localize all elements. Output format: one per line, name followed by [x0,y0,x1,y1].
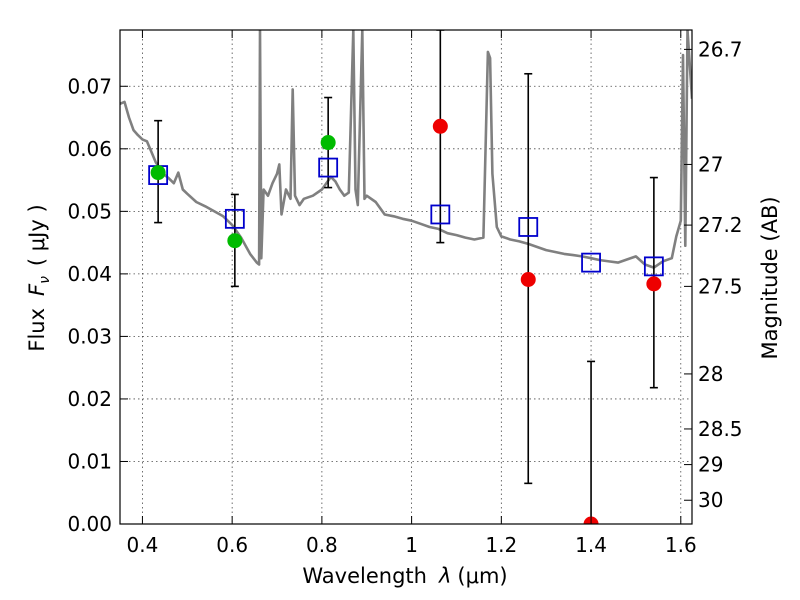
y2-tick-label: 28.5 [698,417,743,441]
y-tick-label: 0.07 [67,74,112,98]
y-tick-label: 0.06 [67,137,112,161]
y-tick-label: 0.03 [67,324,112,348]
x-tick-label: 1 [405,533,418,557]
model_photometry-marker [518,217,539,237]
y2-tick-label: 28 [698,362,723,386]
non_detections-marker [646,276,662,292]
grid [120,30,692,524]
x-tick-label: 1.2 [485,533,517,557]
x-tick-label: 0.4 [127,533,159,557]
axes: 0.4 0.6 0.8 1 1.2 1.4 1.6 0.00 0.01 0.02 0.03 0.04 0… [67,29,743,557]
x-axis-title: Wavelength λ (μm) [302,564,507,588]
template-spectrum-line [120,30,692,269]
y-tick-label: 0.02 [67,387,112,411]
y-tick-label: 0.00 [67,512,112,536]
y-tick-label: 0.04 [67,262,112,286]
y2-tick-label: 27 [698,152,723,176]
model_photometry-marker [318,157,339,178]
y2-tick-label: 26.7 [698,37,743,61]
y2-tick-label: 27.5 [698,274,743,298]
non_detections-marker [432,118,448,134]
x-tick-label: 1.4 [575,533,607,557]
model_photometry-marker [643,256,664,277]
y2-axis-title: Magnitude (AB) [758,196,782,359]
y-axis-title: FluxFν( μJy ) [25,204,53,351]
detections-marker [320,135,336,151]
x-tick-label: 1.6 [665,533,697,557]
y2-tick-label: 30 [698,488,723,512]
detections-marker [150,165,166,181]
y-tick-label: 0.05 [67,199,112,223]
detections-marker [227,233,243,249]
plot-area [120,30,692,524]
y-tick-label: 0.01 [67,449,112,473]
x-tick-label: 0.8 [306,533,338,557]
y2-tick-label: 27.2 [698,213,743,237]
plot-frame [119,29,693,525]
x-tick-label: 0.6 [216,533,248,557]
model_photometry-marker [224,208,245,229]
non_detections-marker [520,272,536,288]
y2-tick-label: 29 [698,453,723,477]
model_photometry-marker [581,252,601,273]
model_photometry-marker [430,204,451,225]
